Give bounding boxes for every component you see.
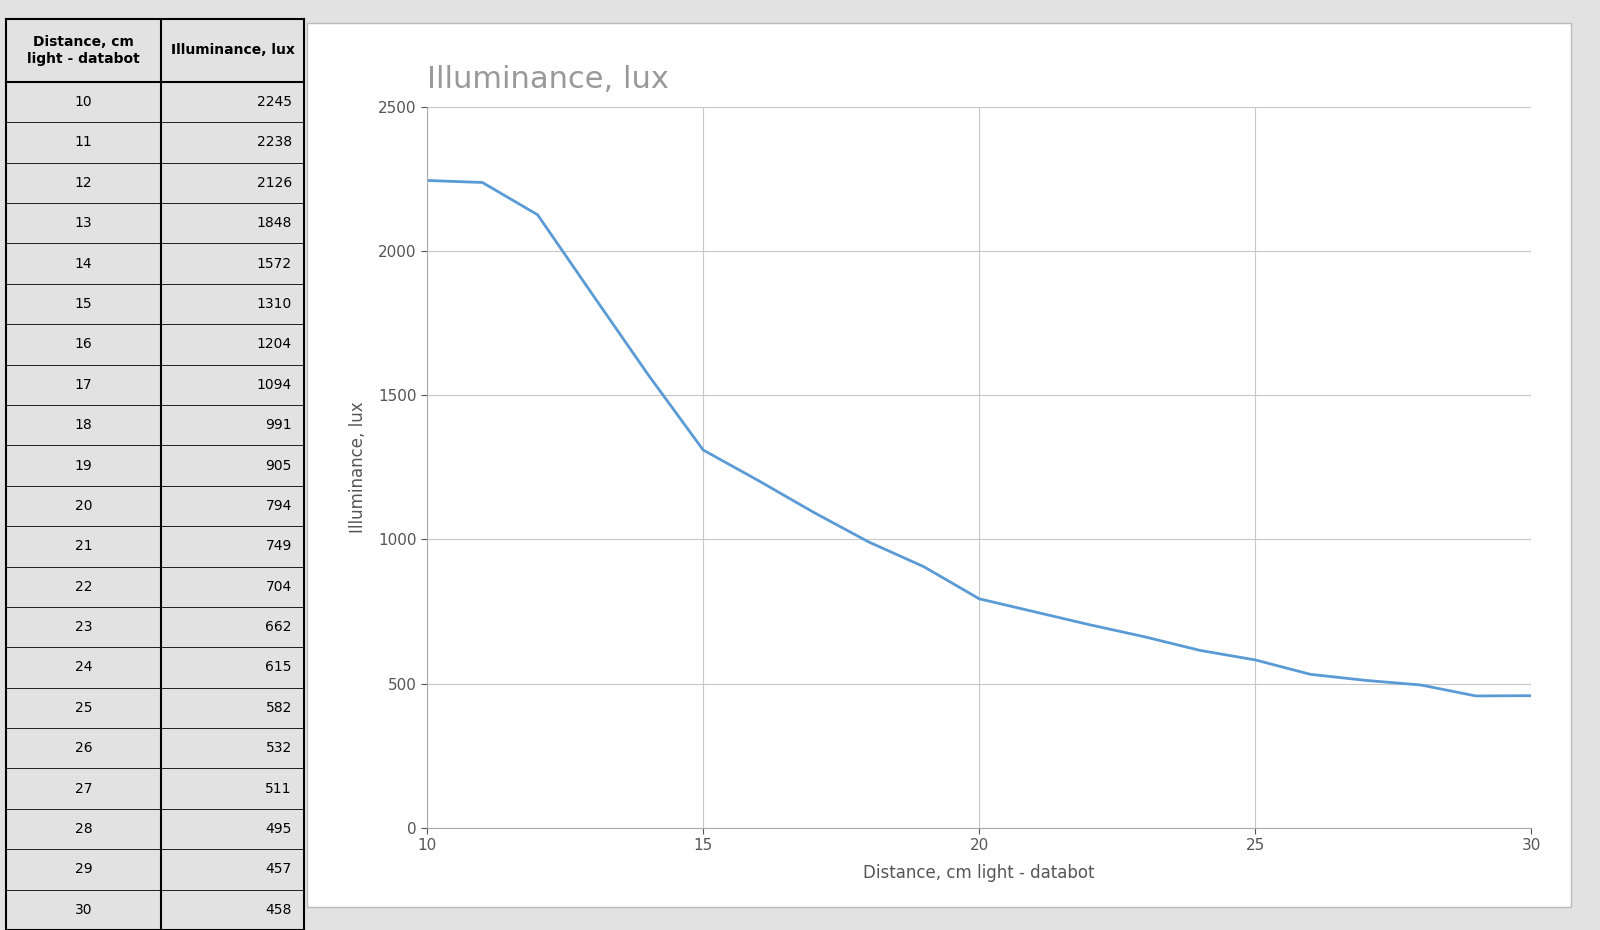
Text: 14: 14 xyxy=(75,257,93,271)
Text: 458: 458 xyxy=(266,903,291,917)
Text: Distance, cm
light - databot: Distance, cm light - databot xyxy=(27,34,139,66)
Text: 905: 905 xyxy=(266,458,291,472)
Text: 30: 30 xyxy=(75,903,93,917)
Text: 2245: 2245 xyxy=(258,95,291,109)
Text: 1310: 1310 xyxy=(256,297,291,311)
Text: 532: 532 xyxy=(266,741,291,755)
Text: 2126: 2126 xyxy=(256,176,291,190)
Text: 1204: 1204 xyxy=(256,338,291,352)
Text: 25: 25 xyxy=(75,701,93,715)
Text: 615: 615 xyxy=(266,660,291,674)
Text: 24: 24 xyxy=(75,660,93,674)
Text: 582: 582 xyxy=(266,701,291,715)
Text: 15: 15 xyxy=(75,297,93,311)
Text: 18: 18 xyxy=(75,418,93,432)
Text: 20: 20 xyxy=(75,498,93,513)
Text: 21: 21 xyxy=(75,539,93,553)
Text: 749: 749 xyxy=(266,539,291,553)
Text: Illuminance, lux: Illuminance, lux xyxy=(171,43,294,58)
Text: 19: 19 xyxy=(75,458,93,472)
Text: 511: 511 xyxy=(266,781,291,796)
Text: 794: 794 xyxy=(266,498,291,513)
Text: 23: 23 xyxy=(75,620,93,634)
Text: 27: 27 xyxy=(75,781,93,796)
Text: 16: 16 xyxy=(75,338,93,352)
Text: 13: 13 xyxy=(75,216,93,231)
Text: 17: 17 xyxy=(75,378,93,392)
X-axis label: Distance, cm light - databot: Distance, cm light - databot xyxy=(864,864,1094,883)
Text: 12: 12 xyxy=(75,176,93,190)
Text: 29: 29 xyxy=(75,862,93,876)
Text: 10: 10 xyxy=(75,95,93,109)
Text: 662: 662 xyxy=(266,620,291,634)
Text: 495: 495 xyxy=(266,822,291,836)
Text: 2238: 2238 xyxy=(256,136,291,150)
Text: 1094: 1094 xyxy=(256,378,291,392)
Text: 22: 22 xyxy=(75,579,93,593)
Text: 1572: 1572 xyxy=(256,257,291,271)
Y-axis label: Illuminance, lux: Illuminance, lux xyxy=(349,402,366,533)
Text: 457: 457 xyxy=(266,862,291,876)
Text: 704: 704 xyxy=(266,579,291,593)
Text: 11: 11 xyxy=(75,136,93,150)
Text: 991: 991 xyxy=(266,418,291,432)
Text: 28: 28 xyxy=(75,822,93,836)
Text: Illuminance, lux: Illuminance, lux xyxy=(427,64,669,94)
Text: 26: 26 xyxy=(75,741,93,755)
Text: 1848: 1848 xyxy=(256,216,291,231)
